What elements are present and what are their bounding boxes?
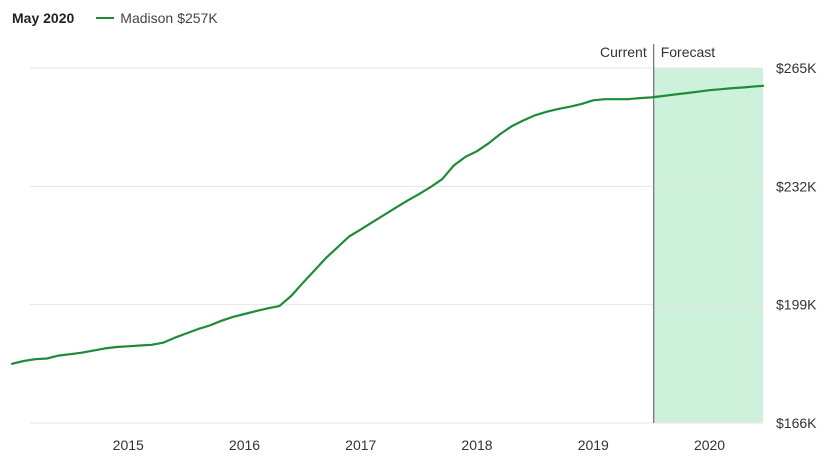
legend-line-swatch: [96, 17, 115, 19]
legend[interactable]: Madison $257K: [96, 10, 218, 26]
legend-series-name: Madison: [120, 10, 174, 26]
forecast-label: Forecast: [661, 44, 716, 60]
y-tick-label: $265K: [776, 60, 817, 76]
series-layer: [10, 84, 765, 365]
y-tick-label: $199K: [776, 297, 817, 313]
y-tick-label: $232K: [776, 178, 817, 194]
x-tick-label: 2017: [345, 437, 376, 453]
series-line-madison: [10, 84, 765, 365]
axis-labels-layer: $265K $232K $199K $166K 2015 2016 2017 2018 2019…: [113, 44, 817, 453]
y-tick-label: $166K: [776, 415, 817, 431]
grid-layer: [30, 44, 763, 424]
x-tick-label: 2019: [578, 437, 609, 453]
forecast-region-layer: [653, 68, 763, 423]
current-label: Current: [600, 44, 647, 60]
x-tick-label: 2018: [461, 437, 492, 453]
forecast-region: [653, 68, 763, 423]
chart-header: May 2020 Madison $257K: [12, 8, 218, 28]
date-label: May 2020: [12, 10, 75, 26]
x-tick-label: 2020: [694, 437, 725, 453]
legend-series-value: $257K: [177, 10, 218, 26]
x-tick-label: 2016: [229, 437, 260, 453]
x-tick-label: 2015: [113, 437, 144, 453]
